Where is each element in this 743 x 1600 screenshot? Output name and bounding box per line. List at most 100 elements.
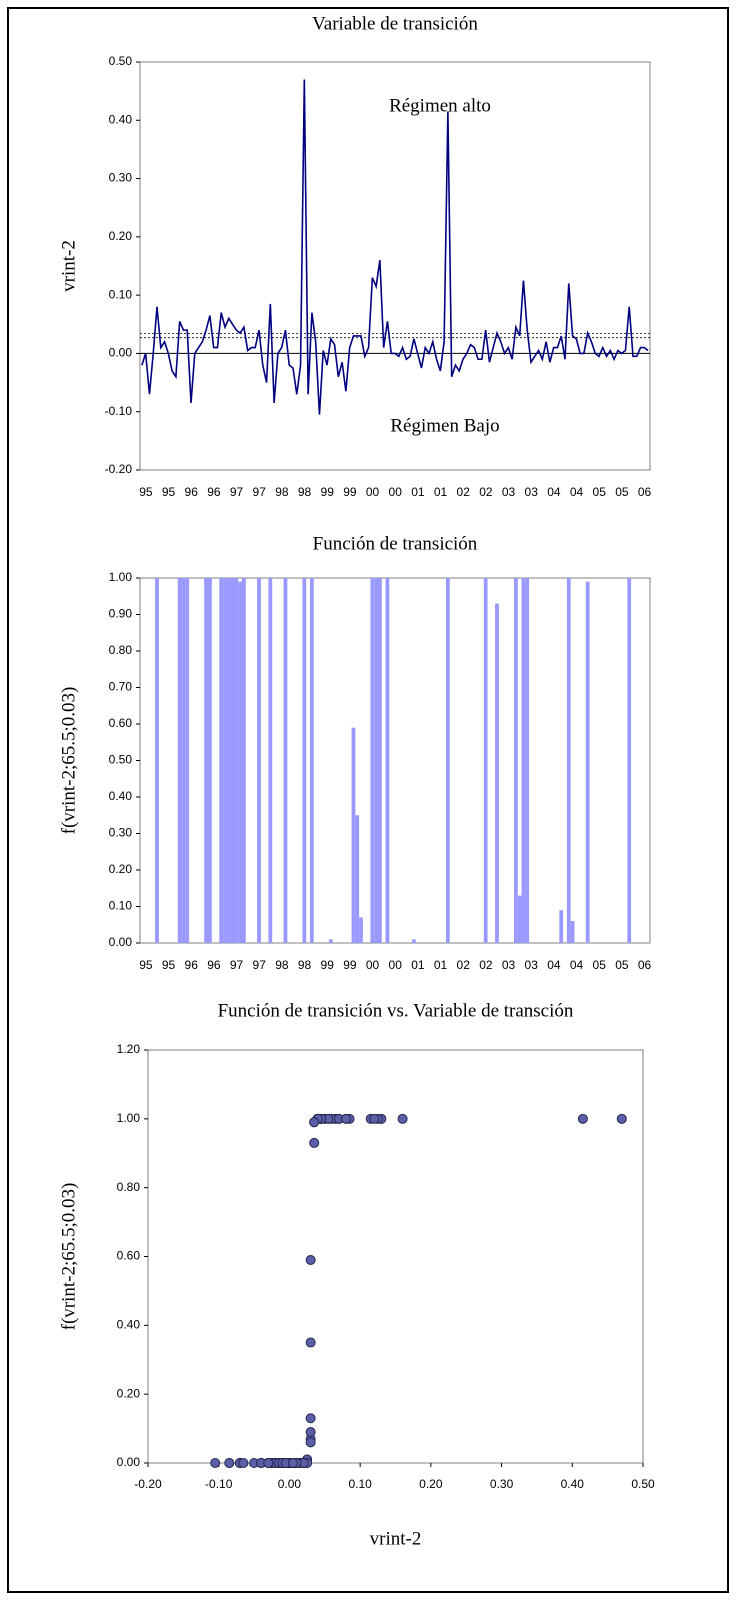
bar [355,815,360,943]
plot-area [147,1049,644,1464]
bar [483,578,488,943]
bar [446,578,450,943]
x-tick-label: 97 [230,958,244,972]
x-tick-label: 05 [615,485,629,499]
x-tick-label: 01 [434,958,448,972]
scatter-point [616,1113,627,1124]
annotation: Régimen Bajo [390,415,499,436]
x-tick-label: 99 [343,485,357,499]
scatter-point [369,1113,380,1124]
x-tick-label: 03 [525,958,539,972]
x-tick-label: 02 [479,485,493,499]
bar [230,578,235,943]
data-line [141,79,649,415]
bar [223,578,227,943]
bar [155,578,159,943]
y-tick-label: 1.00 [109,570,133,584]
x-tick-label: 02 [457,958,471,972]
y-axis-label: f(vrint-2;65.5;0.03) [58,687,79,835]
bar [385,578,390,943]
scatter-point [309,1137,320,1148]
y-axis-label: f(vrint-2;65.5;0.03) [58,1183,79,1331]
y-tick-label: 1.00 [117,1111,141,1125]
x-tick-label: 05 [615,958,629,972]
y-tick-label: 0.90 [109,607,133,621]
scatter-point [287,1458,298,1468]
x-tick-label: 00 [389,958,403,972]
x-tick-label: 03 [525,485,539,499]
bar [521,578,526,943]
bar [310,578,314,943]
y-tick-label: -0.10 [105,404,133,418]
bar [627,578,632,943]
y-tick-label: 0.50 [109,753,133,767]
scatter-point [238,1458,249,1468]
x-tick-label: 04 [547,958,561,972]
bar [302,578,307,943]
x-tick-label: -0.10 [205,1477,233,1491]
x-tick-label: 02 [479,958,493,972]
x-tick-label: 99 [343,958,357,972]
bar [283,578,288,943]
y-tick-label: 0.70 [109,680,133,694]
chart-title: Función de transición [313,533,478,554]
bar [181,578,186,943]
scatter-point [305,1337,316,1348]
bar [566,578,571,943]
y-tick-label: 0.60 [109,716,133,730]
bar [378,578,382,943]
bar [234,578,239,943]
bar [559,910,564,943]
x-tick-label: 95 [162,485,176,499]
x-tick-label: 04 [570,485,584,499]
x-tick-label: 00 [366,485,380,499]
bar [525,578,530,943]
bar [242,578,246,943]
x-tick-label: 98 [275,485,289,499]
x-tick-label: 06 [638,958,652,972]
x-tick-label: 97 [253,485,267,499]
y-tick-label: 0.40 [109,112,133,126]
bar [208,578,212,943]
bar [238,581,242,943]
y-tick-label: 0.20 [109,229,133,243]
annotation: Régimen alto [389,95,491,116]
x-tick-label: 05 [593,485,607,499]
bar [185,578,190,943]
x-tick-label: -0.20 [134,1477,162,1491]
x-axis-label: vrint-2 [370,1528,422,1549]
x-tick-label: 03 [502,485,516,499]
x-tick-label: 0.40 [561,1477,585,1491]
y-tick-label: 1.20 [117,1042,141,1056]
bar [359,917,363,943]
y-tick-label: 0.10 [109,899,133,913]
y-tick-label: 0.00 [117,1455,141,1469]
x-tick-label: 05 [593,958,607,972]
x-tick-label: 97 [230,485,244,499]
plot-area [139,61,651,471]
bar [219,578,224,943]
y-tick-label: -0.20 [105,462,133,476]
x-tick-label: 99 [321,485,335,499]
y-tick-label: 0.20 [109,862,133,876]
y-tick-label: 0.40 [109,789,133,803]
x-tick-label: 0.30 [490,1477,514,1491]
scatter-point [577,1113,588,1124]
scatter-point [305,1427,316,1438]
bar [177,578,182,943]
x-tick-label: 03 [502,958,516,972]
x-tick-label: 00 [366,958,380,972]
chart-title: Variable de transición [312,13,478,34]
y-tick-label: 0.00 [109,346,133,360]
x-tick-label: 00 [389,485,403,499]
bar [351,727,356,943]
bar [514,578,518,943]
x-tick-label: 04 [547,485,561,499]
x-tick-label: 98 [298,485,312,499]
bar [204,578,208,943]
bar [374,578,378,943]
y-tick-label: 0.80 [109,643,133,657]
y-tick-label: 0.60 [117,1249,141,1263]
y-tick-label: 0.30 [109,826,133,840]
